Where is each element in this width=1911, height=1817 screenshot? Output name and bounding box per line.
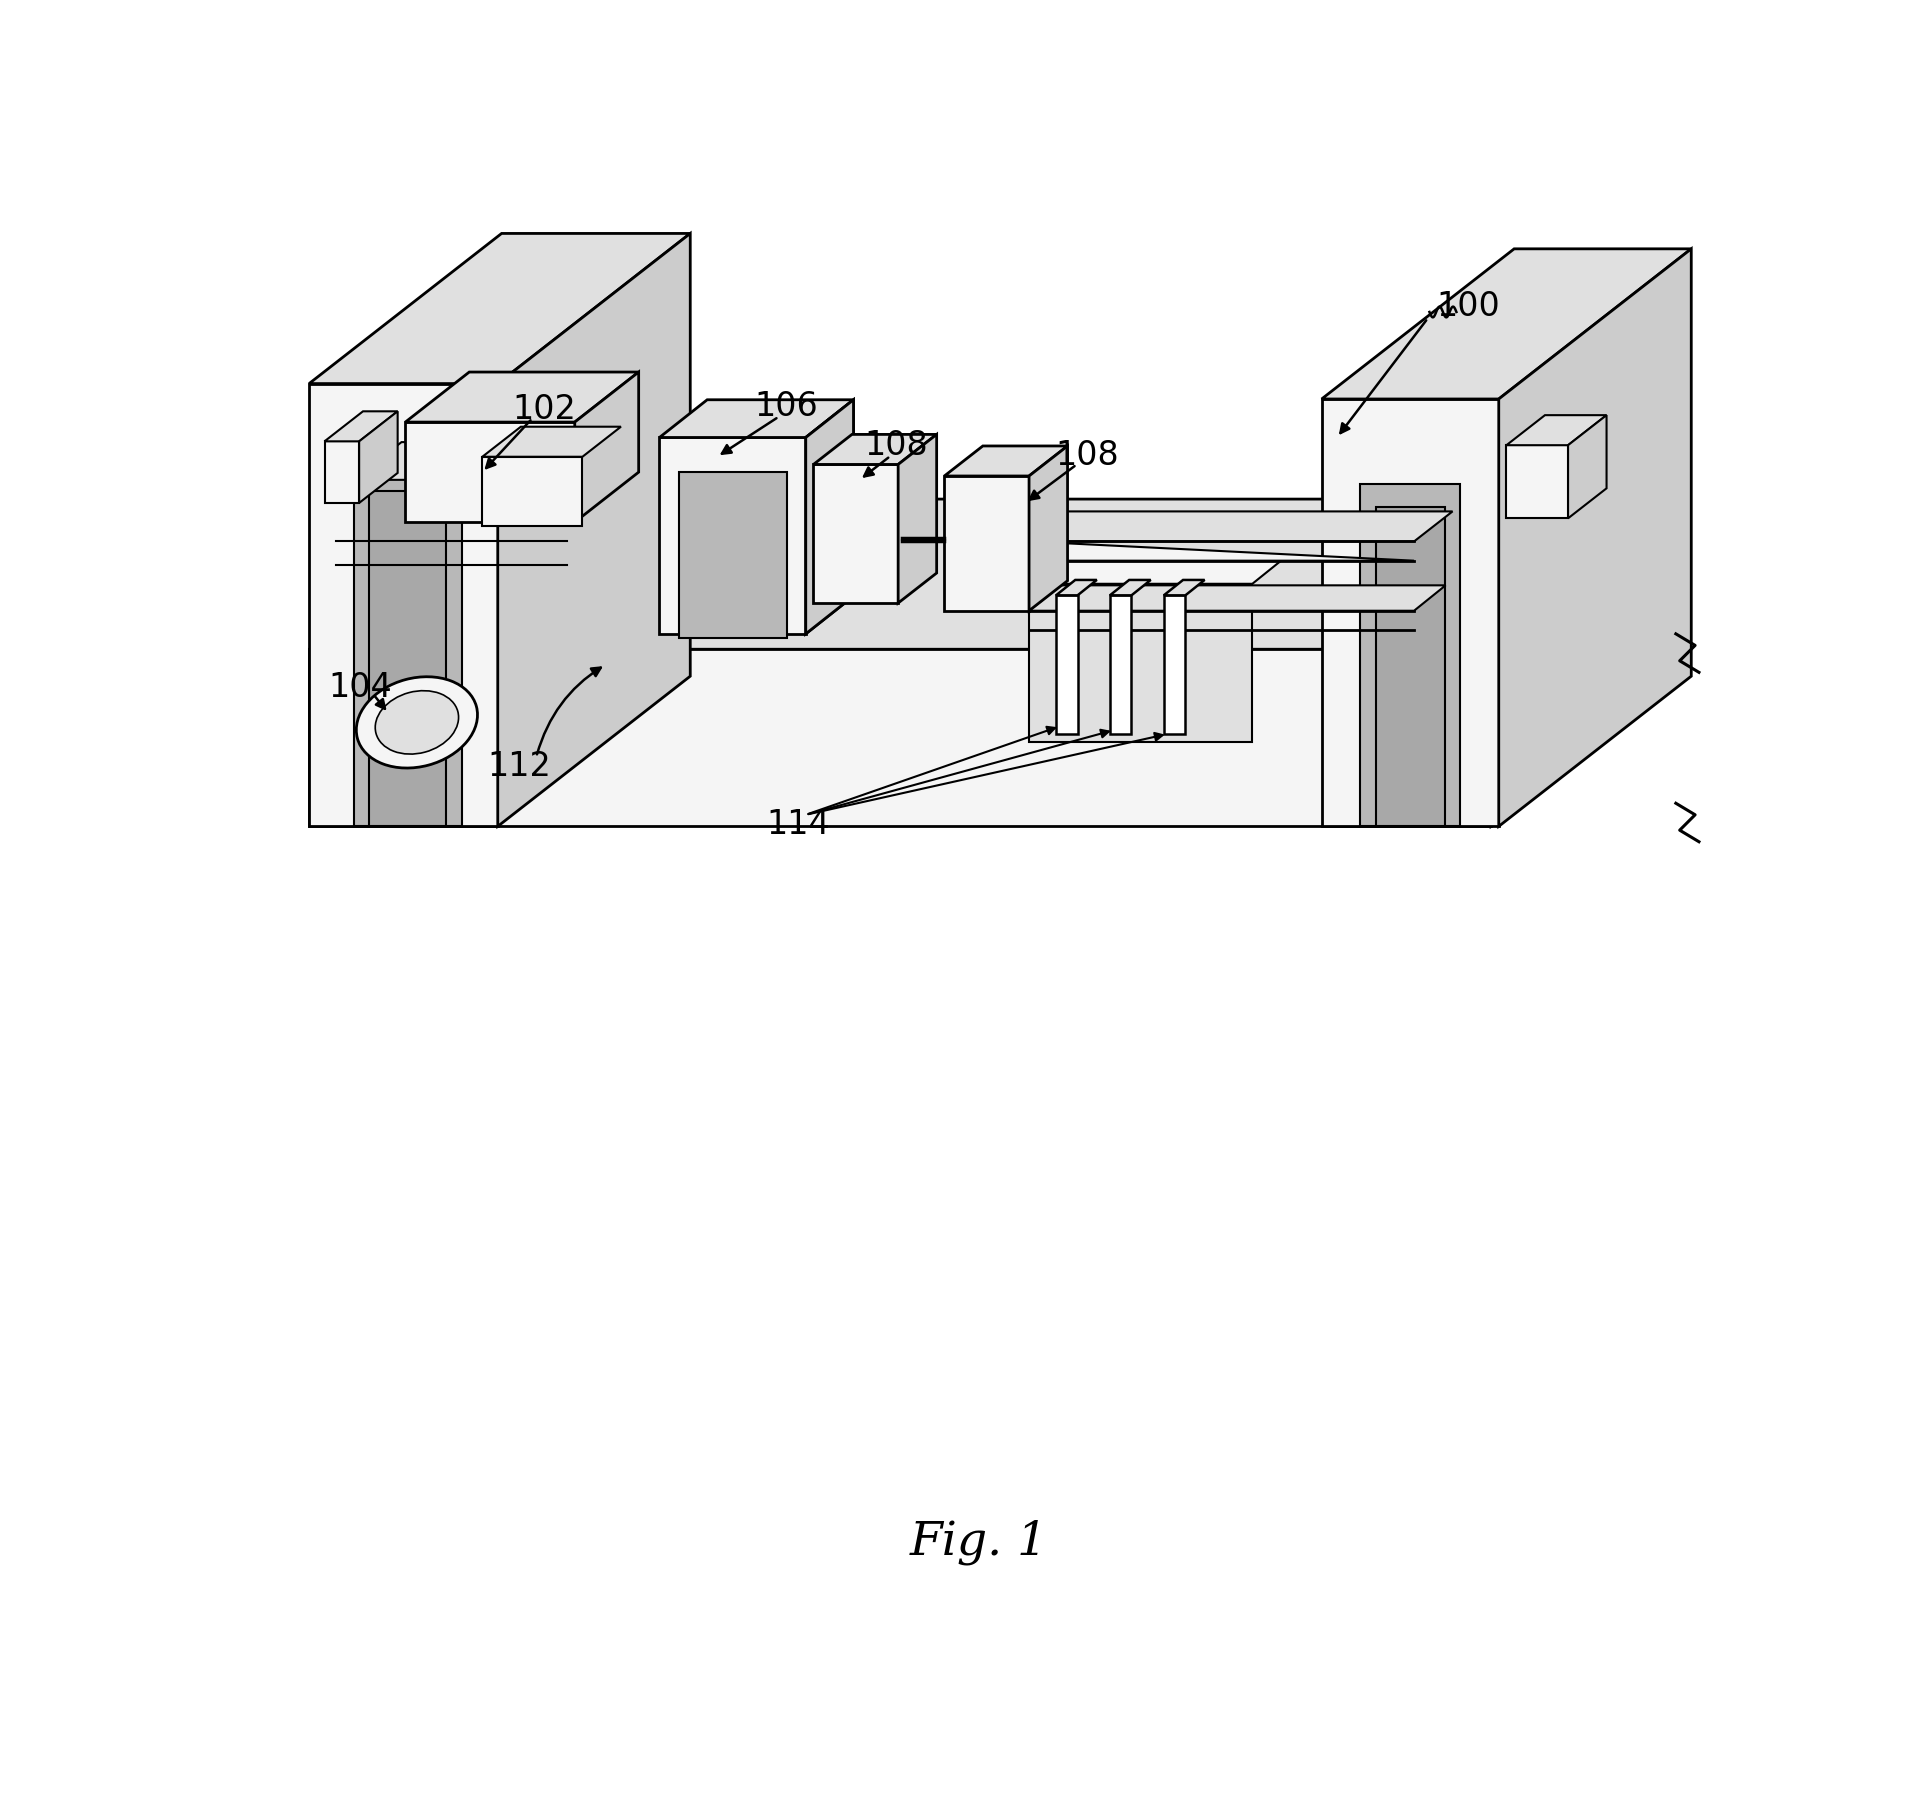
- Polygon shape: [944, 476, 1028, 611]
- Polygon shape: [1110, 596, 1131, 734]
- Polygon shape: [354, 442, 510, 480]
- Polygon shape: [1506, 445, 1569, 518]
- Polygon shape: [310, 649, 1491, 827]
- Polygon shape: [310, 500, 1684, 649]
- Polygon shape: [497, 233, 690, 827]
- Polygon shape: [1514, 249, 1691, 676]
- Polygon shape: [325, 411, 397, 442]
- Polygon shape: [1569, 414, 1607, 518]
- Text: 108: 108: [866, 429, 929, 463]
- Polygon shape: [1506, 414, 1607, 445]
- Polygon shape: [354, 472, 462, 827]
- Polygon shape: [1498, 249, 1691, 827]
- Polygon shape: [814, 465, 898, 603]
- Polygon shape: [1028, 583, 1252, 741]
- Polygon shape: [482, 456, 583, 527]
- Polygon shape: [1361, 483, 1460, 827]
- Polygon shape: [1028, 541, 1414, 561]
- Polygon shape: [814, 434, 936, 465]
- Ellipse shape: [375, 690, 459, 754]
- Polygon shape: [482, 427, 621, 456]
- Polygon shape: [1028, 585, 1445, 611]
- Text: 100: 100: [1435, 291, 1500, 323]
- Polygon shape: [806, 400, 854, 634]
- Polygon shape: [325, 442, 359, 503]
- Polygon shape: [659, 438, 806, 634]
- Polygon shape: [1164, 580, 1204, 596]
- Polygon shape: [1057, 580, 1097, 596]
- Polygon shape: [575, 372, 638, 521]
- Polygon shape: [898, 434, 936, 603]
- Polygon shape: [1322, 249, 1691, 400]
- Polygon shape: [1491, 500, 1684, 827]
- Text: 104: 104: [329, 670, 392, 705]
- Polygon shape: [1028, 445, 1068, 611]
- Polygon shape: [405, 422, 575, 521]
- Ellipse shape: [355, 676, 478, 769]
- Polygon shape: [1376, 507, 1445, 827]
- Polygon shape: [678, 472, 787, 638]
- Text: 102: 102: [512, 392, 575, 425]
- Polygon shape: [369, 491, 445, 827]
- Polygon shape: [405, 372, 638, 422]
- Polygon shape: [806, 400, 854, 634]
- Polygon shape: [1057, 596, 1078, 734]
- Polygon shape: [1028, 558, 1284, 583]
- Text: 108: 108: [1055, 438, 1118, 472]
- Polygon shape: [310, 383, 497, 827]
- Text: 106: 106: [755, 391, 818, 423]
- Text: 112: 112: [487, 750, 550, 783]
- Polygon shape: [1164, 596, 1185, 734]
- Text: 114: 114: [766, 809, 829, 841]
- Text: Fig. 1: Fig. 1: [910, 1519, 1047, 1564]
- Polygon shape: [1110, 580, 1150, 596]
- Polygon shape: [659, 400, 854, 438]
- Polygon shape: [310, 233, 690, 383]
- Polygon shape: [1322, 400, 1498, 827]
- Polygon shape: [1028, 511, 1452, 541]
- Polygon shape: [944, 445, 1068, 476]
- Polygon shape: [359, 411, 397, 503]
